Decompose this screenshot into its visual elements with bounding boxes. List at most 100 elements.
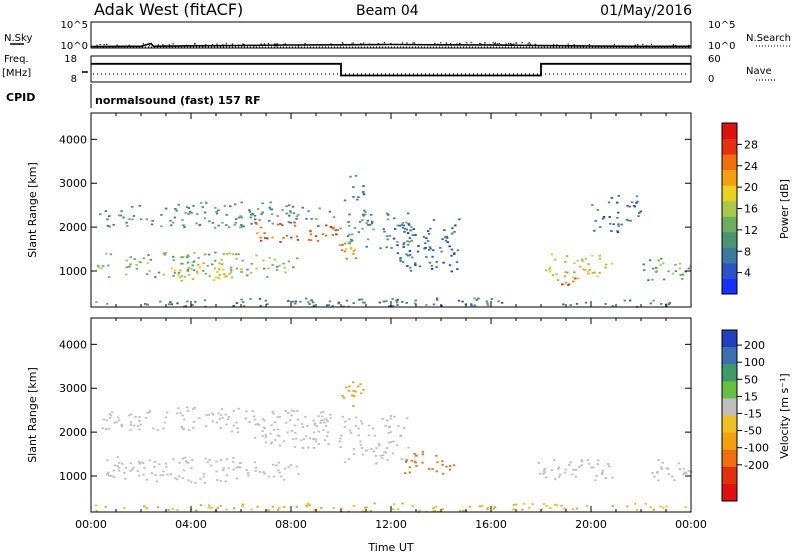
- echo-cell: [214, 251, 217, 254]
- echo-cell: [217, 277, 221, 280]
- echo-cell: [100, 267, 103, 270]
- echo-cell: [404, 461, 408, 463]
- echo-cell: [414, 264, 417, 266]
- echo-cell: [453, 253, 456, 255]
- echo-cell: [324, 425, 328, 427]
- echo-cell: [180, 256, 183, 259]
- echo-cell: [271, 264, 274, 266]
- echo-cell: [424, 247, 427, 249]
- echo-cell: [148, 459, 152, 462]
- echo-cell: [117, 419, 121, 422]
- echo-cell: [296, 418, 300, 421]
- echo-cell: [158, 463, 161, 466]
- echo-cell: [638, 212, 641, 214]
- echo-cell: [352, 405, 355, 407]
- echo-cell: [149, 258, 152, 261]
- echo-cell: [250, 271, 253, 274]
- echo-cell: [351, 233, 354, 236]
- echo-cell: [317, 415, 320, 418]
- echo-cell: [352, 395, 356, 397]
- echo-cell: [145, 478, 148, 481]
- echo-cell: [406, 417, 409, 420]
- echo-cell: [677, 462, 681, 465]
- echo-cell: [124, 477, 127, 480]
- echo-cell: [115, 421, 118, 424]
- echo-cell: [183, 456, 187, 459]
- echo-cell: [128, 218, 131, 220]
- echo-cell: [159, 300, 162, 303]
- echo-cell: [383, 451, 386, 453]
- echo-cell: [150, 223, 154, 226]
- echo-cell: [267, 509, 271, 512]
- echo-cell: [604, 303, 607, 305]
- echo-cell: [278, 264, 281, 267]
- echo-cell: [354, 175, 358, 177]
- echo-cell: [225, 224, 228, 226]
- echo-cell: [249, 216, 252, 219]
- echo-cell: [247, 472, 250, 474]
- echo-cell: [108, 225, 111, 228]
- echo-cell: [178, 461, 181, 464]
- echo-cell: [104, 505, 107, 508]
- echo-cell: [626, 204, 629, 207]
- echo-cell: [574, 469, 578, 471]
- echo-cell: [560, 504, 563, 507]
- echo-cell: [362, 215, 365, 217]
- echo-cell: [328, 300, 332, 303]
- echo-cell: [662, 506, 665, 509]
- echo-cell: [557, 467, 560, 470]
- echo-cell: [226, 253, 229, 255]
- echo-cell: [313, 424, 317, 426]
- echo-cell: [343, 250, 347, 253]
- echo-cell: [217, 412, 220, 415]
- echo-cell: [235, 477, 238, 480]
- nsky-point: [637, 44, 639, 46]
- echo-cell: [142, 473, 145, 476]
- echo-cell: [608, 216, 611, 218]
- echo-cell: [236, 427, 239, 429]
- echo-cell: [456, 249, 460, 252]
- echo-cell: [188, 210, 192, 213]
- echo-cell: [191, 264, 194, 267]
- echo-cell: [139, 423, 143, 426]
- echo-cell: [187, 410, 190, 412]
- echo-cell: [129, 470, 132, 472]
- echo-cell: [146, 412, 149, 414]
- echo-cell: [293, 410, 296, 413]
- echo-cell: [272, 475, 275, 478]
- echo-cell: [186, 268, 190, 271]
- colorbar-cell: [722, 123, 737, 140]
- nsky-point: [528, 42, 530, 44]
- echo-cell: [660, 257, 663, 260]
- echo-cell: [346, 235, 350, 238]
- nsky-point: [106, 43, 108, 46]
- echo-cell: [319, 422, 322, 424]
- echo-cell: [216, 271, 219, 273]
- echo-cell: [261, 202, 264, 205]
- echo-cell: [332, 226, 335, 229]
- echo-cell: [386, 213, 390, 216]
- echo-cell: [184, 305, 188, 307]
- echo-cell: [269, 208, 272, 211]
- echo-cell: [563, 471, 567, 474]
- echo-cell: [278, 471, 281, 474]
- echo-cell: [300, 423, 304, 425]
- echo-cell: [550, 469, 553, 472]
- echo-cell: [165, 465, 168, 468]
- nsearch-tick-high: 10^5: [708, 20, 735, 31]
- echo-cell: [408, 237, 411, 239]
- echo-cell: [396, 224, 399, 227]
- echo-cell: [370, 222, 374, 225]
- echo-cell: [282, 262, 285, 265]
- echo-cell: [145, 507, 148, 510]
- echo-cell: [215, 460, 218, 463]
- echo-cell: [290, 414, 293, 417]
- echo-cell: [263, 232, 266, 234]
- echo-cell: [203, 299, 207, 302]
- nsky-point: [479, 42, 481, 44]
- colorbar-cell: [722, 398, 737, 416]
- echo-cell: [393, 217, 396, 220]
- echo-cell: [572, 276, 575, 279]
- echo-cell: [284, 271, 287, 274]
- echo-cell: [291, 300, 295, 303]
